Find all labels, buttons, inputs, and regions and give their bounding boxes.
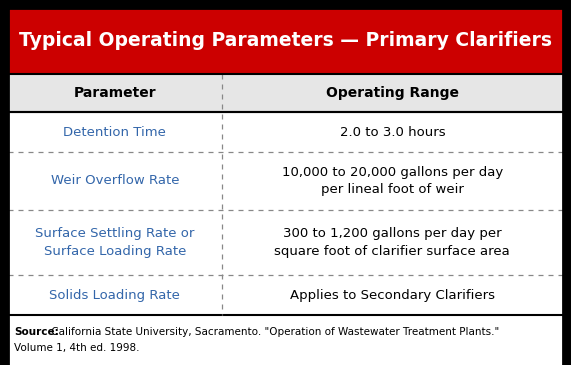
Text: Surface Settling Rate or
Surface Loading Rate: Surface Settling Rate or Surface Loading… [35, 227, 195, 257]
Text: Detention Time: Detention Time [63, 126, 166, 138]
Bar [8, 315, 563, 365]
Text: Volume 1, 4th ed. 1998.: Volume 1, 4th ed. 1998. [14, 343, 139, 353]
Bar [8, 210, 563, 275]
Text: Weir Overflow Rate: Weir Overflow Rate [51, 174, 179, 188]
Text: Source:: Source: [14, 327, 59, 337]
Bar [8, 74, 563, 112]
Bar [8, 152, 563, 210]
Text: Parameter: Parameter [74, 86, 156, 100]
Text: California State University, Sacramento. "Operation of Wastewater Treatment Plan: California State University, Sacramento.… [48, 327, 499, 337]
Bar [8, 112, 563, 152]
Bar [8, 275, 563, 315]
Text: Applies to Secondary Clarifiers: Applies to Secondary Clarifiers [290, 288, 495, 301]
Text: 10,000 to 20,000 gallons per day
per lineal foot of weir: 10,000 to 20,000 gallons per day per lin… [282, 166, 503, 196]
Bar [8, 8, 563, 74]
Text: Solids Loading Rate: Solids Loading Rate [50, 288, 180, 301]
Text: Operating Range: Operating Range [326, 86, 459, 100]
Text: 300 to 1,200 gallons per day per
square foot of clarifier surface area: 300 to 1,200 gallons per day per square … [275, 227, 510, 257]
Text: 2.0 to 3.0 hours: 2.0 to 3.0 hours [340, 126, 445, 138]
Text: Typical Operating Parameters — Primary Clarifiers: Typical Operating Parameters — Primary C… [19, 31, 552, 50]
